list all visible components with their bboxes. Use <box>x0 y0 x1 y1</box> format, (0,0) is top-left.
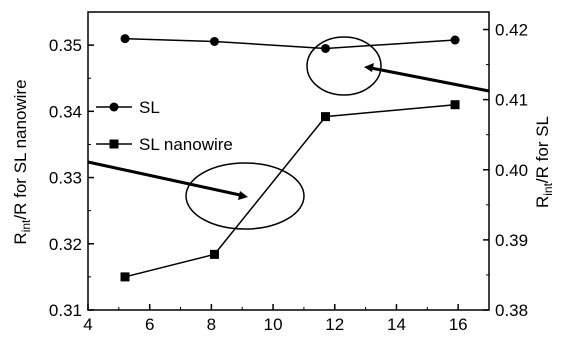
right-y-axis-ticks: 0.38 0.39 0.40 0.41 0.42 <box>483 21 528 320</box>
left-y-axis-title-main: R <box>11 232 30 244</box>
legend-label-sl: SL <box>139 98 160 117</box>
left-y-tick-label: 0.35 <box>49 36 82 55</box>
series-line-sl <box>124 37 456 50</box>
x-tick-label: 12 <box>325 315 344 334</box>
right-y-tick-label: 0.42 <box>495 21 528 40</box>
left-y-tick-label: 0.31 <box>49 301 82 320</box>
legend-label-sl-nanowire: SL nanowire <box>139 135 233 154</box>
right-y-tick-label: 0.38 <box>495 301 528 320</box>
x-tick-label: 14 <box>387 315 406 334</box>
data-point-sl-nanowire <box>450 100 460 110</box>
series-line-sl-nanowire <box>124 103 456 278</box>
annotation-arrowhead-sl-nanowire <box>238 191 248 200</box>
data-point-sl <box>120 34 130 44</box>
x-tick-label: 6 <box>145 315 154 334</box>
right-y-tick-label: 0.40 <box>495 161 528 180</box>
left-y-tick-label: 0.34 <box>49 102 82 121</box>
legend-marker-sl <box>109 102 119 112</box>
legend: SL SL nanowire <box>96 98 233 154</box>
right-y-axis-title: Rint/R for SL <box>533 116 555 208</box>
annotation-ellipse-sl-nanowire <box>185 162 305 230</box>
right-y-axis-title-rest: /R for SL <box>533 116 552 183</box>
data-point-sl <box>450 35 460 45</box>
data-point-sl <box>321 43 331 53</box>
plot-frame <box>87 11 490 311</box>
right-y-axis-title-main: R <box>533 196 552 208</box>
left-y-axis-title-rest: /R for SL nanowire <box>11 79 30 219</box>
x-tick-label: 10 <box>264 315 283 334</box>
x-tick-label: 16 <box>449 315 468 334</box>
series-layer <box>120 34 460 282</box>
data-point-sl-nanowire <box>120 272 130 282</box>
left-y-tick-label: 0.32 <box>49 235 82 254</box>
annotation-arrow-sl-nanowire <box>87 160 241 197</box>
right-y-tick-label: 0.41 <box>495 91 528 110</box>
data-point-sl-nanowire <box>209 249 219 259</box>
left-y-axis-title: Rint/R for SL nanowire <box>11 79 33 244</box>
left-y-tick-label: 0.33 <box>49 169 82 188</box>
right-y-axis-title-sub: int <box>541 182 555 195</box>
left-y-axis-title-sub: int <box>19 219 33 232</box>
data-point-sl-nanowire <box>321 112 331 122</box>
legend-marker-sl-nanowire <box>109 139 119 149</box>
right-y-tick-label: 0.39 <box>495 231 528 250</box>
annotation-arrow-sl <box>370 66 490 93</box>
left-y-axis-ticks: 0.31 0.32 0.33 0.34 0.35 <box>49 36 94 320</box>
data-point-sl <box>209 36 219 46</box>
annotation-ellipse-sl <box>306 36 382 96</box>
x-axis-ticks: 4 6 8 10 12 14 16 <box>83 304 468 334</box>
x-tick-label: 4 <box>83 315 92 334</box>
x-tick-label: 8 <box>207 315 216 334</box>
annotation-layer <box>87 36 490 230</box>
annotation-arrowhead-sl <box>364 63 374 72</box>
